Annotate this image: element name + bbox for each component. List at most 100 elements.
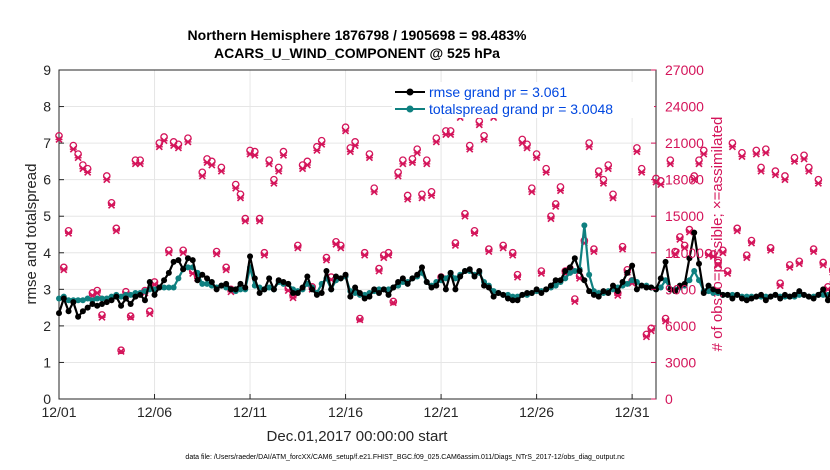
obs-assimilated-marker [690, 176, 698, 184]
obs-assimilated-marker [270, 179, 278, 187]
obs-assimilated-marker [375, 267, 383, 275]
obs-assimilated-marker [681, 244, 689, 252]
rmse-point [485, 284, 492, 291]
obs-assimilated-marker [499, 244, 507, 252]
rmse-point [538, 289, 545, 296]
obs-assimilated-marker [599, 179, 608, 187]
rmse-point [70, 299, 77, 306]
rmse-point [695, 260, 702, 267]
rmse-point [375, 289, 382, 296]
y-axis-left-label: rmse and totalspread [23, 164, 40, 305]
obs-assimilated-marker [451, 241, 459, 250]
obs-assimilated-marker [614, 291, 622, 299]
rmse-point [151, 291, 158, 298]
totalspread-point [184, 264, 191, 271]
rmse-point [141, 297, 148, 304]
rmse-point [729, 295, 736, 302]
obs-assimilated-marker [279, 151, 288, 159]
obs-assimilated-marker [728, 143, 736, 151]
obs-assimilated-marker [69, 145, 77, 153]
rmse-point [184, 255, 191, 262]
rmse-point [275, 277, 282, 284]
obs-assimilated-marker [155, 143, 163, 151]
totalspread-point [98, 295, 105, 302]
y-left-tick-label: 3 [43, 281, 51, 297]
rmse-point [557, 277, 564, 284]
obs-assimilated-marker [423, 160, 431, 168]
y-right-tick-label: 3000 [665, 354, 696, 370]
obs-assimilated-marker [432, 138, 440, 146]
rmse-point [227, 286, 234, 293]
legend-spread-label: totalspread grand pr = 3.0048 [429, 101, 613, 117]
rmse-point [399, 275, 406, 282]
rmse-point [504, 295, 511, 302]
obs-assimilated-marker [236, 194, 245, 202]
y-right-tick-label: 12000 [665, 245, 704, 261]
y-left-tick-label: 0 [43, 391, 51, 407]
x-tick-label: 12/16 [328, 404, 363, 420]
y-left-tick-label: 4 [43, 245, 51, 261]
x-tick-label: 12/06 [137, 404, 172, 420]
rmse-point [194, 277, 201, 284]
obs-assimilated-marker [256, 217, 264, 225]
totalspread-point [657, 284, 664, 291]
rmse-point [605, 289, 612, 296]
rmse-point [767, 293, 774, 300]
totalspread-point [84, 295, 91, 302]
rmse-point [786, 293, 793, 300]
obs-assimilated-marker [370, 188, 378, 196]
rmse-point [576, 268, 583, 275]
obs-assimilated-marker [337, 244, 345, 252]
rmse-point [242, 284, 249, 291]
legend-spread-marker [406, 105, 414, 113]
rmse-point [290, 289, 297, 296]
rmse-point [571, 255, 578, 262]
obs-assimilated-marker [146, 310, 154, 318]
rmse-point [667, 286, 674, 293]
obs-assimilated-marker [55, 135, 63, 144]
totalspread-point [581, 222, 588, 229]
y-left-tick-label: 7 [43, 135, 51, 151]
y-left-tick-label: 5 [43, 208, 51, 224]
totalspread-point [266, 284, 273, 291]
rmse-point [710, 286, 717, 293]
obs-assimilated-marker [98, 313, 106, 321]
rmse-point [772, 291, 779, 298]
obs-assimilated-marker [174, 144, 182, 152]
rmse-point [385, 291, 392, 298]
obs-assimilated-marker [322, 256, 331, 264]
rmse-point [118, 302, 125, 309]
rmse-point [676, 282, 683, 289]
rmse-point [361, 295, 368, 302]
obs-assimilated-marker [590, 247, 598, 256]
rmse-point [294, 289, 301, 296]
rmse-point [165, 269, 172, 276]
obs-assimilated-marker [160, 137, 168, 145]
obs-assimilated-marker [394, 172, 402, 180]
obs-assimilated-marker [384, 251, 393, 259]
rmse-point [738, 295, 745, 302]
obs-assimilated-marker [790, 157, 799, 165]
rmse-point [824, 297, 830, 304]
rmse-point [60, 295, 67, 302]
rmse-point [781, 291, 788, 298]
obs-assimilated-marker [404, 195, 412, 203]
rmse-point [223, 280, 230, 287]
rmse-point [805, 293, 812, 300]
rmse-point [471, 273, 478, 280]
rmse-point [590, 291, 597, 298]
rmse-point [567, 264, 574, 271]
totalspread-point [118, 293, 125, 300]
rmse-point [614, 288, 621, 295]
rmse-point [333, 273, 340, 280]
rmse-point [103, 299, 110, 306]
rmse-point [438, 273, 445, 280]
obs-assimilated-marker [480, 135, 488, 144]
obs-assimilated-marker [633, 148, 641, 156]
totalspread-point [629, 277, 636, 284]
obs-assimilated-marker [595, 171, 603, 179]
obs-assimilated-marker [427, 191, 436, 200]
rmse-point [65, 308, 72, 315]
y-right-tick-label: 24000 [665, 99, 704, 115]
